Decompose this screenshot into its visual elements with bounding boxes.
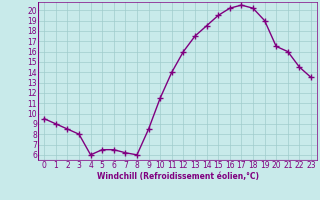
X-axis label: Windchill (Refroidissement éolien,°C): Windchill (Refroidissement éolien,°C) (97, 172, 259, 181)
